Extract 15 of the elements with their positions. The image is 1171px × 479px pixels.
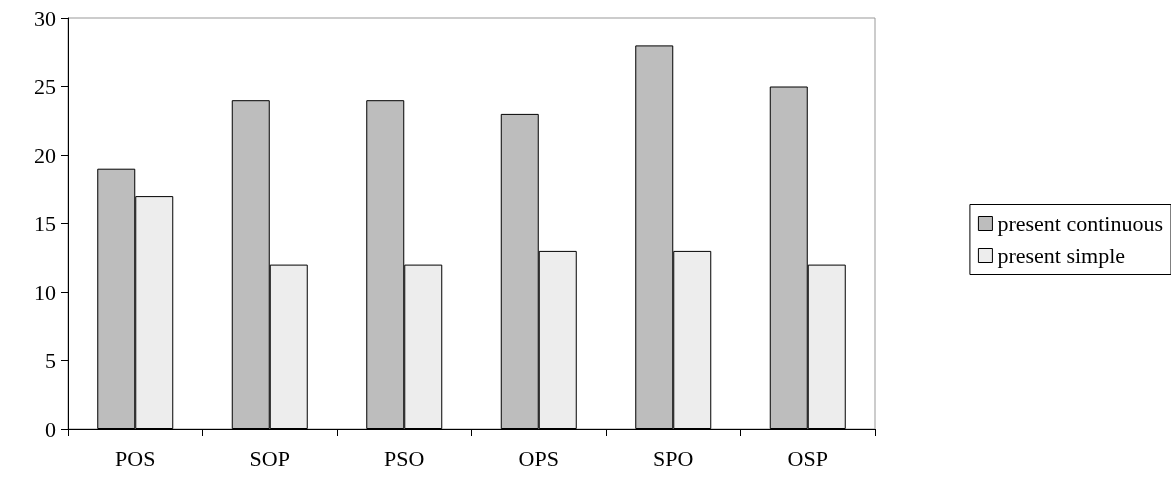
y-tick-label: 25 [34,74,56,99]
y-tick-label: 0 [45,416,56,442]
x-tick-label: POS [115,445,156,471]
y-tick-label: 30 [34,5,56,31]
y-tick-label: 15 [34,211,56,236]
y-tick-label: 5 [45,348,56,373]
y-tick-label: 10 [34,279,56,305]
legend-label: present continuous [997,211,1164,236]
x-tick-label: PSO [384,445,425,471]
x-tick-label: OSP [787,445,828,471]
x-tick-label: SPO [653,445,694,471]
x-tick-label: OPS [518,445,559,471]
legend-label: present simple [997,243,1126,268]
x-tick-label: SOP [249,445,290,471]
y-tick-label: 20 [34,142,56,168]
